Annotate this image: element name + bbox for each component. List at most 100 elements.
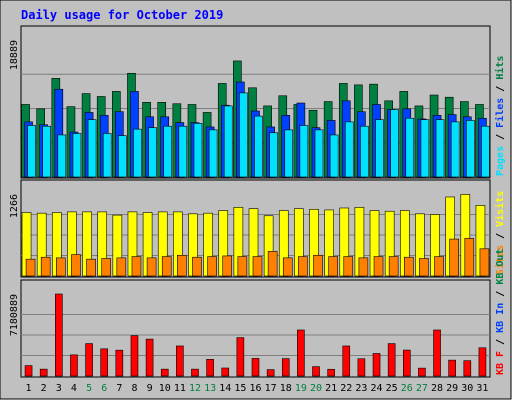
bar-pages-day-6 (102, 133, 112, 178)
bar-sites-day-1 (25, 258, 36, 277)
legend-entry: KB Out (495, 249, 506, 285)
legend-entry: Pages (495, 146, 506, 176)
bar-kb-f-day-20 (312, 366, 320, 377)
legend-entry: Sites (494, 245, 506, 275)
x-tick-label: 18 (280, 383, 292, 394)
bar-kb-f-day-5 (85, 343, 93, 377)
bar-pages-day-31 (481, 125, 490, 178)
y-max-label: 18889 (9, 40, 20, 70)
bar-sites-day-22 (343, 256, 354, 277)
x-tick-label: 26 (401, 383, 413, 394)
bar-pages-day-23 (360, 125, 369, 178)
bar-sites-day-4 (71, 254, 81, 277)
bar-kb-f-day-28 (433, 329, 441, 377)
bar-kb-f-day-19 (297, 329, 305, 377)
x-tick-label: 3 (56, 383, 62, 394)
x-tick-label: 2 (41, 383, 47, 394)
bar-pages-day-5 (87, 119, 97, 178)
bar-pages-day-17 (269, 132, 278, 178)
bar-sites-day-20 (313, 254, 323, 277)
x-tick-label: 15 (234, 383, 246, 394)
x-tick-label: 27 (416, 383, 428, 394)
bar-pages-day-16 (254, 115, 263, 178)
bar-sites-day-5 (86, 258, 96, 277)
legend-entry: KB In (495, 303, 506, 333)
x-tick-label: 12 (189, 383, 201, 394)
bar-sites-day-2 (40, 256, 51, 277)
bar-sites-day-12 (192, 256, 202, 277)
bar-pages-day-9 (148, 127, 157, 178)
bar-sites-day-26 (403, 256, 414, 277)
bar-kb-f-day-4 (70, 354, 78, 377)
bar-sites-day-8 (131, 256, 142, 277)
bar-kb-f-day-2 (39, 368, 48, 377)
bar-kb-f-day-18 (281, 358, 290, 377)
bar-kb-f-day-13 (206, 359, 214, 377)
x-tick-label: 24 (371, 383, 383, 394)
bar-sites-day-28 (434, 256, 444, 277)
bar-kb-f-day-17 (266, 369, 275, 377)
legend-entry: / (495, 128, 506, 146)
x-tick-label: 16 (249, 383, 261, 394)
bar-pages-day-28 (435, 119, 445, 178)
bar-pages-day-14 (223, 105, 233, 178)
panel-visits-sites: 1266 Sites / Visits (9, 179, 506, 278)
bar-kb-f-day-12 (191, 368, 199, 377)
bar-sites-day-13 (207, 256, 217, 277)
bar-sites-day-6 (101, 258, 112, 277)
bar-sites-day-19 (298, 256, 308, 277)
x-tick-label: 13 (204, 383, 216, 394)
bar-kb-f-day-3 (55, 293, 63, 377)
bar-sites-day-3 (56, 257, 66, 277)
panel-legend: Pages / Files / Hits (494, 56, 506, 176)
bar-sites-day-31 (479, 248, 490, 277)
bar-kb-f-day-25 (387, 343, 396, 377)
legend-entry: / (495, 333, 506, 351)
bar-kb-f-day-31 (478, 347, 487, 377)
panel-kbf-kbin-kbout: 7180889 KB F / KB In / KB Out (9, 249, 506, 378)
bar-sites-day-30 (464, 238, 475, 277)
bar-pages-day-21 (329, 134, 339, 178)
bar-sites-day-18 (282, 257, 293, 277)
bar-pages-day-25 (390, 109, 399, 178)
bar-pages-day-15 (239, 92, 248, 178)
bar-sites-day-23 (358, 257, 369, 277)
bar-pages-day-26 (405, 117, 415, 178)
bar-kb-f-day-30 (463, 360, 472, 377)
legend-entry: / (495, 285, 506, 303)
bar-sites-day-7 (116, 257, 127, 277)
legend-entry: / (495, 80, 506, 98)
bar-pages-day-12 (193, 123, 203, 178)
bar-kb-f-day-10 (160, 368, 169, 377)
bar-pages-day-24 (375, 119, 384, 178)
bar-pages-day-7 (118, 135, 127, 178)
x-tick-label: 31 (476, 383, 488, 394)
bar-pages-day-20 (314, 129, 324, 178)
bar-sites-day-9 (146, 257, 157, 277)
bar-kb-f-day-8 (130, 335, 139, 377)
bar-kb-f-day-7 (115, 349, 124, 377)
bar-pages-day-18 (284, 129, 294, 178)
x-tick-label: 9 (147, 383, 153, 394)
x-tick-label: 7 (116, 383, 122, 394)
bar-sites-day-24 (373, 256, 384, 277)
legend-entry: Hits (494, 56, 506, 80)
x-tick-label: 19 (295, 383, 307, 394)
bar-kb-f-day-29 (448, 359, 456, 377)
bar-kb-f-day-22 (342, 345, 351, 377)
bar-pages-day-3 (57, 134, 67, 178)
legend-entry: Files (494, 98, 506, 128)
x-tick-label: 29 (446, 383, 458, 394)
bar-kb-f-day-15 (236, 337, 245, 377)
bar-kb-f-day-23 (357, 358, 366, 377)
x-tick-label: 28 (431, 383, 443, 394)
bar-pages-day-19 (299, 125, 309, 178)
bar-kb-f-day-1 (24, 365, 33, 377)
bar-pages-day-22 (344, 121, 354, 178)
bar-pages-day-8 (133, 128, 142, 178)
x-tick-label: 22 (340, 383, 352, 394)
x-tick-label: 20 (310, 383, 322, 394)
bar-pages-day-1 (27, 125, 36, 178)
bar-sites-day-16 (252, 256, 263, 277)
bar-sites-day-10 (161, 256, 172, 277)
